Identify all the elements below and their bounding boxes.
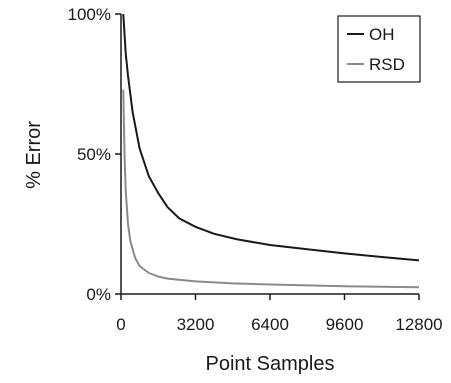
y-tick-label: 0% bbox=[86, 285, 111, 304]
x-tick-label: 6400 bbox=[251, 315, 289, 334]
x-tick-label: 9600 bbox=[326, 315, 364, 334]
y-axis-title: % Error bbox=[23, 121, 45, 189]
series-line-rsd bbox=[122, 89, 420, 289]
y-tick-label: 50% bbox=[77, 145, 111, 164]
legend-label-oh: OH bbox=[369, 25, 395, 44]
tick-labels: 0% 50% 100% 0 3200 6400 9600 12800 bbox=[68, 5, 443, 334]
x-tick-label: 3200 bbox=[177, 315, 215, 334]
axes bbox=[115, 13, 420, 300]
legend: OH RSD bbox=[337, 15, 421, 83]
legend-label-rsd: RSD bbox=[369, 55, 405, 74]
x-tick-label: 0 bbox=[116, 315, 125, 334]
x-axis-title: Point Samples bbox=[206, 353, 335, 375]
y-tick-label: 100% bbox=[68, 5, 111, 24]
plot-area bbox=[122, 13, 420, 289]
x-tick-label: 12800 bbox=[395, 315, 442, 334]
legend-box bbox=[337, 15, 421, 83]
series-line-oh bbox=[122, 13, 420, 262]
